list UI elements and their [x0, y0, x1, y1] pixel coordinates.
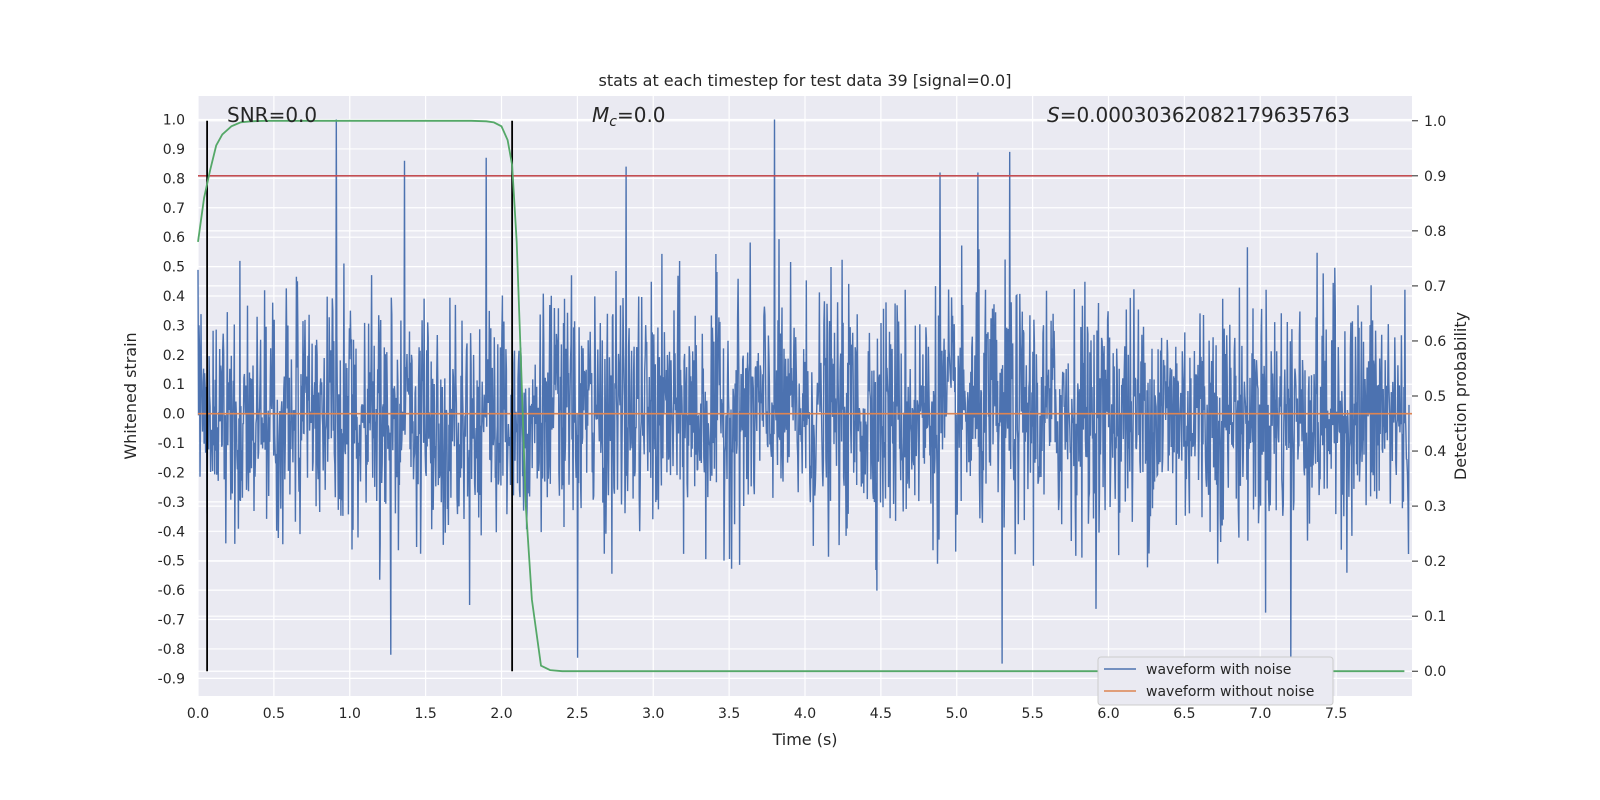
mc-annotation: Mc=0.0 [592, 103, 666, 130]
y2-axis-label: Detection probability [1451, 312, 1470, 480]
y2-tick-label: 0.8 [1424, 224, 1446, 240]
y-tick-label: 0.3 [163, 318, 185, 334]
y2-tick-label: 0.3 [1424, 499, 1446, 515]
s-annotation: S=0.000303620821796357​63 [1047, 103, 1350, 127]
y-tick-label: 0.0 [163, 407, 185, 423]
x-tick-label: 3.5 [718, 706, 740, 722]
x-tick-label: 5.0 [946, 706, 968, 722]
x-tick-label: 5.5 [1021, 706, 1043, 722]
x-tick-label: 7.0 [1249, 706, 1271, 722]
snr-value: =0.0 [269, 103, 318, 127]
x-tick-label: 0.5 [263, 706, 285, 722]
y-tick-label: 1.0 [163, 113, 185, 129]
y-tick-label: 0.5 [163, 260, 185, 276]
y-tick-label: -0.8 [158, 642, 185, 658]
s-symbol: S [1047, 103, 1060, 127]
y-tick-label: -0.4 [158, 524, 185, 540]
y2-tick-label: 0.4 [1424, 444, 1446, 460]
mc-value: =0.0 [617, 103, 666, 127]
snr-annotation: SNR=0.0 [227, 103, 317, 127]
y-tick-label: 0.7 [163, 201, 185, 217]
probability-line [197, 119, 1405, 673]
legend-label-noise: waveform with noise [1146, 662, 1291, 678]
x-tick-label: 1.5 [414, 706, 436, 722]
x-tick-label: 4.0 [794, 706, 816, 722]
x-axis-label: Time (s) [771, 730, 837, 749]
legend-box [1097, 656, 1334, 706]
series-waveform-with-noise [197, 119, 1410, 664]
y2-tick-label: 0.6 [1424, 334, 1446, 350]
y2-tick-label: 0.9 [1424, 169, 1446, 185]
y2-tick-label: 0.5 [1424, 389, 1446, 405]
mc-symbol: M [592, 103, 609, 127]
y-axis-ticks: 1.0 0.9 0.8 0.7 0.6 0.5 0.4 0.3 0.2 0.1 0.0 -0.1 -0.… [158, 113, 185, 688]
y-tick-label: -0.9 [158, 671, 185, 687]
y2-tick-label: 0.1 [1424, 609, 1446, 625]
snr-prefix: SNR [227, 103, 269, 127]
series-detection-probability [197, 119, 1405, 673]
y-tick-label: -0.3 [158, 495, 185, 511]
x-tick-label: 6.5 [1173, 706, 1195, 722]
x-tick-label: 6.0 [1097, 706, 1119, 722]
y2-tick-label: 0.7 [1424, 279, 1446, 295]
y-tick-label: 0.6 [163, 230, 185, 246]
y-tick-label: 0.9 [163, 142, 185, 158]
legend-label-clean: waveform without noise [1146, 684, 1314, 700]
y-tick-label: -0.7 [158, 613, 185, 629]
x-tick-label: 2.5 [566, 706, 588, 722]
legend: waveform with noise waveform without noi… [1097, 656, 1334, 706]
y-axis-label: Whitened strain [121, 332, 140, 459]
vertical-markers [206, 120, 514, 672]
y-tick-label: 0.4 [163, 289, 185, 305]
y-tick-label: 0.2 [163, 348, 185, 364]
y2-tick-label: 0.0 [1424, 664, 1446, 680]
s-value: =0.000303620821796357​63 [1060, 103, 1350, 127]
y-tick-label: -0.2 [158, 465, 185, 481]
mc-subscript: c [609, 114, 617, 130]
x-tick-label: 4.5 [870, 706, 892, 722]
x-tick-label: 2.0 [490, 706, 512, 722]
y-tick-label: -0.6 [158, 583, 185, 599]
x-tick-label: 3.0 [642, 706, 664, 722]
x-tick-label: 7.5 [1325, 706, 1347, 722]
y-tick-label: -0.5 [158, 554, 185, 570]
y2-tick-label: 1.0 [1424, 114, 1446, 130]
y-tick-label: 0.8 [163, 171, 185, 187]
y-tick-label: 0.1 [163, 377, 185, 393]
y2-tick-label: 0.2 [1424, 554, 1446, 570]
x-tick-label: 0.0 [187, 706, 209, 722]
y-tick-label: -0.1 [158, 436, 185, 452]
chart-title: stats at each timestep for test data 39 … [599, 71, 1012, 90]
noise-waveform-line [197, 119, 1410, 664]
y2-axis-ticks: 1.0 0.9 0.8 0.7 0.6 0.5 0.4 0.3 0.2 0.1 0.0 [1412, 114, 1446, 680]
x-tick-label: 1.0 [339, 706, 361, 722]
x-axis-ticks: 0.0 0.5 1.0 1.5 2.0 2.5 3.0 3.5 4.0 4.5 5.0 5.5 6.0 6… [187, 706, 1347, 722]
